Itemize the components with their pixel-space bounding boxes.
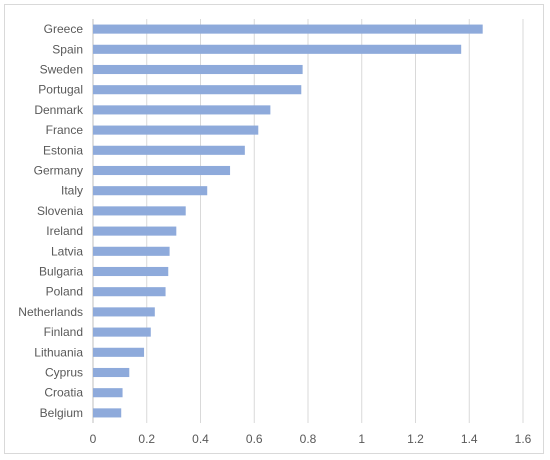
bar-denmark [93, 105, 271, 115]
bar-lithuania [93, 347, 145, 357]
x-tick-label: 1.4 [461, 432, 478, 446]
category-label: Estonia [43, 143, 83, 157]
x-tick-label: 1.2 [407, 432, 424, 446]
category-label: Poland [46, 285, 83, 299]
category-label: Bulgaria [39, 265, 83, 279]
bar-cyprus [93, 367, 130, 378]
x-tick-label: 0.6 [246, 432, 263, 446]
bar-slovenia [93, 206, 186, 216]
category-label: France [46, 123, 84, 137]
category-labels: Greece Spain Sweden Portugal Denmark France Es… [18, 22, 84, 420]
category-label: Belgium [40, 406, 83, 420]
category-label: Germany [34, 164, 83, 178]
category-label: Netherlands [18, 305, 83, 319]
bar-poland [93, 287, 166, 297]
bar-germany [93, 165, 231, 176]
category-label: Denmark [34, 103, 84, 117]
bar-portugal [93, 85, 302, 95]
bar-latvia [93, 246, 170, 256]
x-tick-label: 0.4 [192, 432, 209, 446]
bar-estonia [93, 145, 245, 155]
bar-netherlands [93, 307, 155, 317]
x-tick-label: 1.6 [515, 432, 532, 446]
gridlines [92, 19, 524, 423]
category-label: Finland [44, 325, 83, 339]
category-label: Latvia [51, 244, 83, 258]
bars [93, 24, 483, 418]
category-label: Greece [44, 22, 84, 36]
bar-greece [93, 24, 483, 34]
category-label: Lithuania [34, 345, 83, 359]
category-label: Portugal [38, 83, 83, 97]
bar-bulgaria [93, 266, 169, 277]
x-tick-label: 0.8 [300, 432, 317, 446]
bar-italy [93, 186, 208, 196]
category-label: Ireland [46, 224, 83, 238]
x-tick-label: 0.2 [138, 432, 155, 446]
category-label: Spain [52, 42, 83, 56]
bar-finland [93, 327, 151, 337]
x-tick-labels: 0 0.2 0.4 0.6 0.8 1 1.2 1.4 1.6 [90, 432, 532, 446]
bar-croatia [93, 388, 123, 398]
x-tick-label: 0 [90, 432, 97, 446]
bar-belgium [93, 408, 122, 418]
bar-ireland [93, 226, 177, 236]
bar-sweden [93, 64, 303, 75]
bar-france [93, 125, 259, 135]
category-label: Sweden [40, 63, 83, 77]
x-tick-label: 1 [358, 432, 365, 446]
category-label: Italy [61, 184, 83, 198]
category-label: Cyprus [45, 366, 83, 380]
bar-spain [93, 44, 462, 54]
category-label: Slovenia [37, 204, 83, 218]
category-label: Croatia [44, 386, 83, 400]
